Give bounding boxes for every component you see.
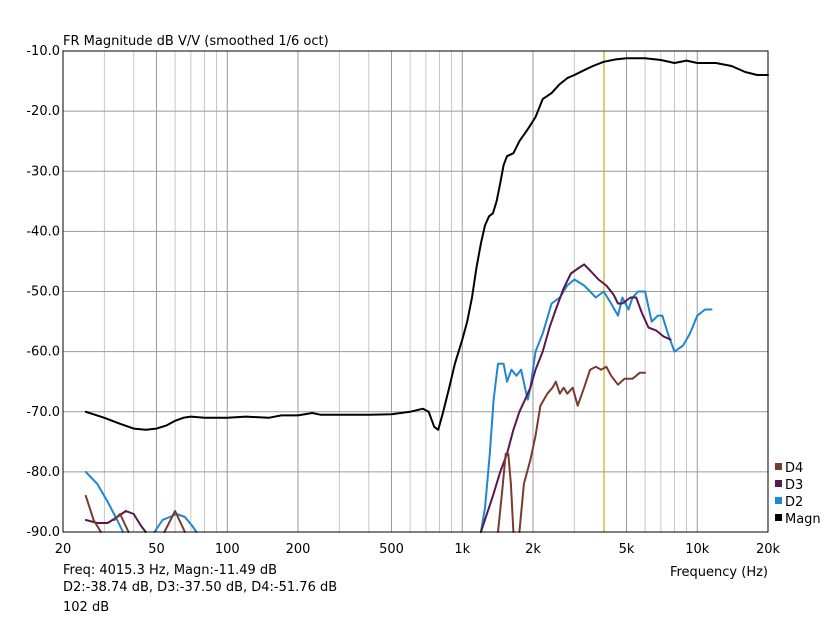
legend-label-d4: D4 [785, 461, 803, 476]
x-tick-label: 1k [454, 542, 470, 557]
scale-readout: 102 dB [63, 600, 110, 615]
y-tick-label: -90.0 [26, 525, 60, 540]
y-tick-label: -20.0 [26, 104, 60, 119]
x-tick-label: 10k [685, 542, 710, 557]
series-line-d4 [84, 365, 647, 533]
x-tick-label: 100 [215, 542, 240, 557]
cursor-readout-line2: D2:-38.74 dB, D3:-37.50 dB, D4:-51.76 dB [63, 580, 338, 595]
series-lines [84, 57, 769, 533]
y-axis-ticks: -10.0 -20.0 -30.0 -40.0 -50.0 -60.0 -70.0 -80.0… [26, 44, 60, 540]
legend-swatch-d2 [775, 497, 782, 504]
x-tick-label: 50 [148, 542, 165, 557]
x-tick-label: 20 [55, 542, 72, 557]
series-line-d2 [84, 278, 713, 533]
grid [62, 50, 769, 533]
legend-swatch-d4 [775, 463, 782, 470]
legend-label-d2: D2 [785, 495, 803, 510]
legend-swatch-d3 [775, 480, 782, 487]
x-tick-label: 5k [619, 542, 635, 557]
x-axis-ticks: 20 50 100 200 500 1k 2k 5k 10k 20k [55, 542, 781, 557]
x-tick-label: 20k [756, 542, 781, 557]
series-line-d3 [84, 263, 672, 533]
y-tick-label: -60.0 [26, 345, 60, 360]
series-line-magn [84, 57, 769, 431]
legend: D4 D3 D2 Magn [775, 461, 821, 527]
y-tick-label: -30.0 [26, 164, 60, 179]
chart-title: FR Magnitude dB V/V (smoothed 1/6 oct) [63, 34, 329, 49]
y-tick-label: -50.0 [26, 285, 60, 300]
y-tick-label: -70.0 [26, 405, 60, 420]
x-tick-label: 500 [379, 542, 404, 557]
x-axis-label: Frequency (Hz) [670, 565, 768, 580]
x-tick-label: 200 [286, 542, 311, 557]
x-tick-label: 2k [525, 542, 541, 557]
y-tick-label: -10.0 [26, 44, 60, 59]
y-tick-label: -40.0 [26, 224, 60, 239]
cursor-readout-line1: Freq: 4015.3 Hz, Magn:-11.49 dB [63, 563, 278, 578]
legend-label-d3: D3 [785, 478, 803, 493]
y-tick-label: -80.0 [26, 465, 60, 480]
legend-swatch-magn [775, 514, 782, 521]
plot-frame [62, 50, 769, 533]
legend-label-magn: Magn [785, 512, 821, 527]
